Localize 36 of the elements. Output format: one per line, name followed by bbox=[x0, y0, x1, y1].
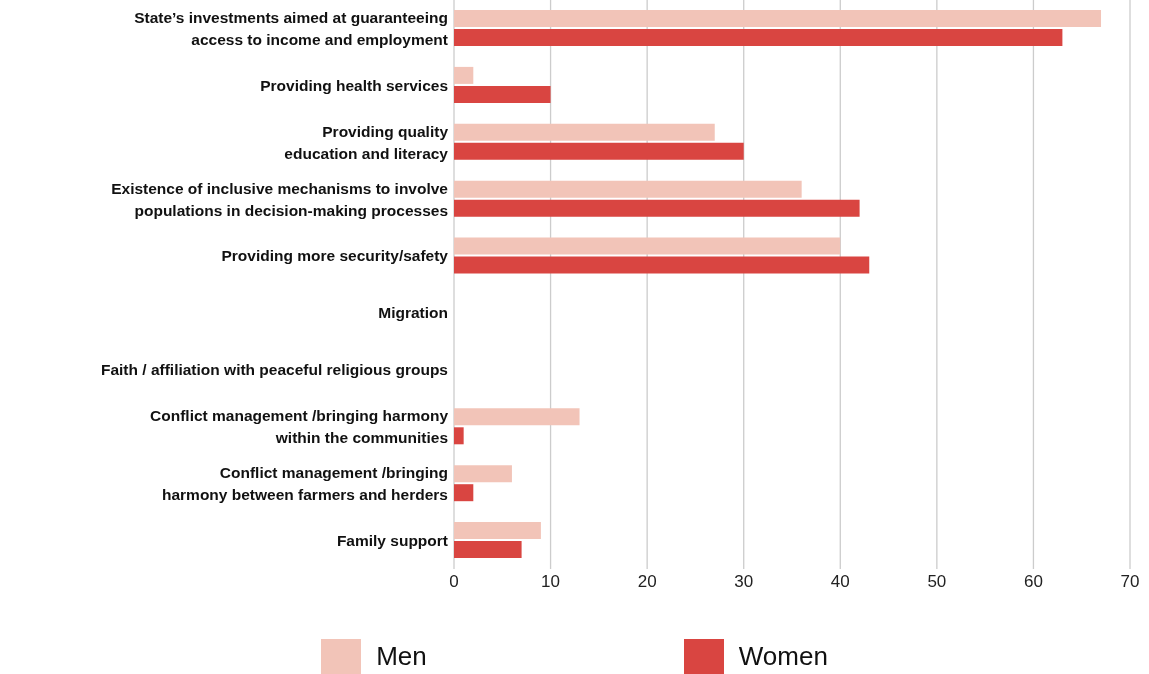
bar bbox=[454, 199, 860, 217]
y-tick-label: Providing health services bbox=[260, 76, 448, 94]
x-tick-label: 20 bbox=[637, 572, 657, 592]
bar bbox=[454, 142, 744, 160]
x-tick-label: 0 bbox=[449, 572, 459, 592]
bar bbox=[454, 180, 802, 198]
legend-label: Women bbox=[738, 641, 828, 672]
y-tick-label: Family support bbox=[336, 531, 448, 549]
x-tick-label: 70 bbox=[1120, 572, 1140, 592]
x-tick-label: 60 bbox=[1023, 572, 1043, 592]
bar bbox=[454, 237, 841, 255]
x-tick-label: 40 bbox=[830, 572, 850, 592]
x-tick-label: 30 bbox=[734, 572, 754, 592]
y-tick-label: Providing quality education and literacy bbox=[284, 122, 449, 162]
bar bbox=[454, 484, 474, 502]
bar bbox=[454, 66, 474, 84]
y-tick-label: Migration bbox=[378, 304, 448, 322]
bar bbox=[454, 465, 512, 483]
legend-label: Men bbox=[376, 641, 427, 672]
x-tick-label: 50 bbox=[927, 572, 947, 592]
bar bbox=[454, 427, 464, 445]
y-tick-label: Conflict management /bringing harmony between farmers and herders bbox=[162, 464, 448, 504]
bar bbox=[454, 123, 715, 141]
y-tick-label: Providing more security/safety bbox=[221, 247, 449, 265]
bar bbox=[454, 408, 580, 426]
y-tick-label: Existence of inclusive mechanisms to involve populations in decision-making processes bbox=[111, 179, 449, 219]
y-tick-label: State’s investments aimed at guaranteeing access to income and employment bbox=[134, 8, 448, 48]
bar bbox=[454, 256, 870, 274]
bar bbox=[454, 29, 1063, 46]
y-tick-label: Conflict management /bringing harmony within the communities bbox=[150, 407, 449, 447]
bar bbox=[454, 10, 1102, 27]
bar bbox=[454, 541, 522, 559]
bar bbox=[454, 522, 541, 540]
bar bbox=[454, 85, 551, 103]
x-tick-label: 10 bbox=[541, 572, 561, 592]
y-tick-label: Faith / affiliation with peaceful religious groups bbox=[100, 361, 448, 379]
